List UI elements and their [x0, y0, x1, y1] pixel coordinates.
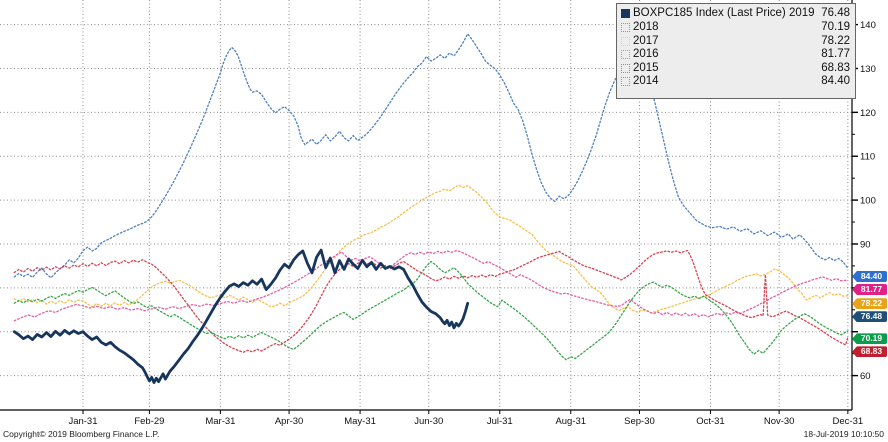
- legend-row-2019[interactable]: BOXPC185 Index (Last Price) 2019 76.48: [621, 6, 850, 21]
- x-tick-label: Jan-31: [68, 416, 97, 427]
- y-tick-label: 130: [860, 64, 876, 75]
- x-tick-label: Apr-30: [275, 416, 304, 427]
- series-swatch-2019: [621, 9, 630, 18]
- x-tick-label: Mar-31: [205, 416, 235, 427]
- series-swatch-2018: [621, 23, 630, 33]
- series-line-2016: [13, 249, 849, 322]
- y-tick-label: 60: [860, 371, 871, 382]
- chart-legend: BOXPC185 Index (Last Price) 2019 76.48 2…: [616, 3, 856, 99]
- legend-row-2015[interactable]: 2015 68.83: [621, 62, 850, 76]
- legend-title-label: BOXPC185 Index (Last Price) 2019: [633, 7, 815, 19]
- y-tick-label: 120: [860, 108, 876, 119]
- price-badge-84.40: 84.40: [852, 271, 887, 282]
- x-tick-label: Jun-30: [414, 416, 443, 427]
- series-line-2015: [13, 249, 849, 353]
- y-tick-label: 90: [860, 239, 871, 250]
- x-tick-label: Nov-30: [764, 416, 795, 427]
- x-tick-label: Dec-31: [833, 416, 864, 427]
- series-swatch-2015: [621, 63, 630, 73]
- series-line-2017: [13, 184, 849, 314]
- legend-year-value: 70.19: [821, 21, 850, 33]
- legend-year-value: 81.77: [821, 48, 850, 60]
- price-badge-68.83: 68.83: [852, 346, 887, 358]
- x-tick-label: Oct-31: [696, 416, 725, 427]
- legend-year-label: 2015: [633, 61, 659, 74]
- legend-year-value: 68.83: [821, 61, 850, 74]
- legend-year-label: 2016: [633, 48, 659, 60]
- legend-year-label: 2018: [633, 21, 659, 33]
- series-swatch-2016: [621, 50, 630, 60]
- copyright-text: Copyright© 2019 Bloomberg Finance L.P.: [3, 429, 160, 439]
- price-badge-81.77: 81.77: [852, 284, 887, 295]
- x-tick-label: Feb-29: [134, 416, 164, 427]
- price-badge-70.19: 70.19: [852, 333, 887, 345]
- y-tick-label: 110: [860, 152, 875, 163]
- timestamp-text: 18-Jul-2019 10:10:50: [803, 429, 884, 439]
- legend-year-label: 2017: [633, 34, 659, 47]
- legend-year-label: 2014: [633, 75, 659, 87]
- price-badge-78.22: 78.22: [852, 298, 887, 310]
- y-tick-label: 140: [860, 20, 876, 31]
- x-tick-label: Sep-30: [624, 416, 655, 427]
- series-line-2014: [13, 33, 849, 279]
- legend-row-2018[interactable]: 2018 70.19: [621, 21, 850, 35]
- series-line-2018: [13, 260, 849, 361]
- series-swatch-2017: [621, 36, 630, 46]
- x-tick-label: May-31: [344, 416, 376, 427]
- legend-title-value: 76.48: [821, 7, 850, 19]
- price-badge-76.48: 76.48: [852, 311, 887, 323]
- series-swatch-2014: [621, 77, 630, 87]
- legend-year-value: 78.22: [821, 34, 850, 47]
- legend-year-value: 84.40: [821, 75, 850, 87]
- y-tick-label: 100: [860, 196, 876, 207]
- legend-row-2016[interactable]: 2016 81.77: [621, 48, 850, 62]
- series-line-2019: [12, 248, 470, 385]
- legend-row-2017[interactable]: 2017 78.22: [621, 35, 850, 49]
- legend-row-2014[interactable]: 2014 84.40: [621, 75, 850, 89]
- x-tick-label: Jul-31: [487, 416, 513, 427]
- x-tick-label: Aug-31: [555, 416, 586, 427]
